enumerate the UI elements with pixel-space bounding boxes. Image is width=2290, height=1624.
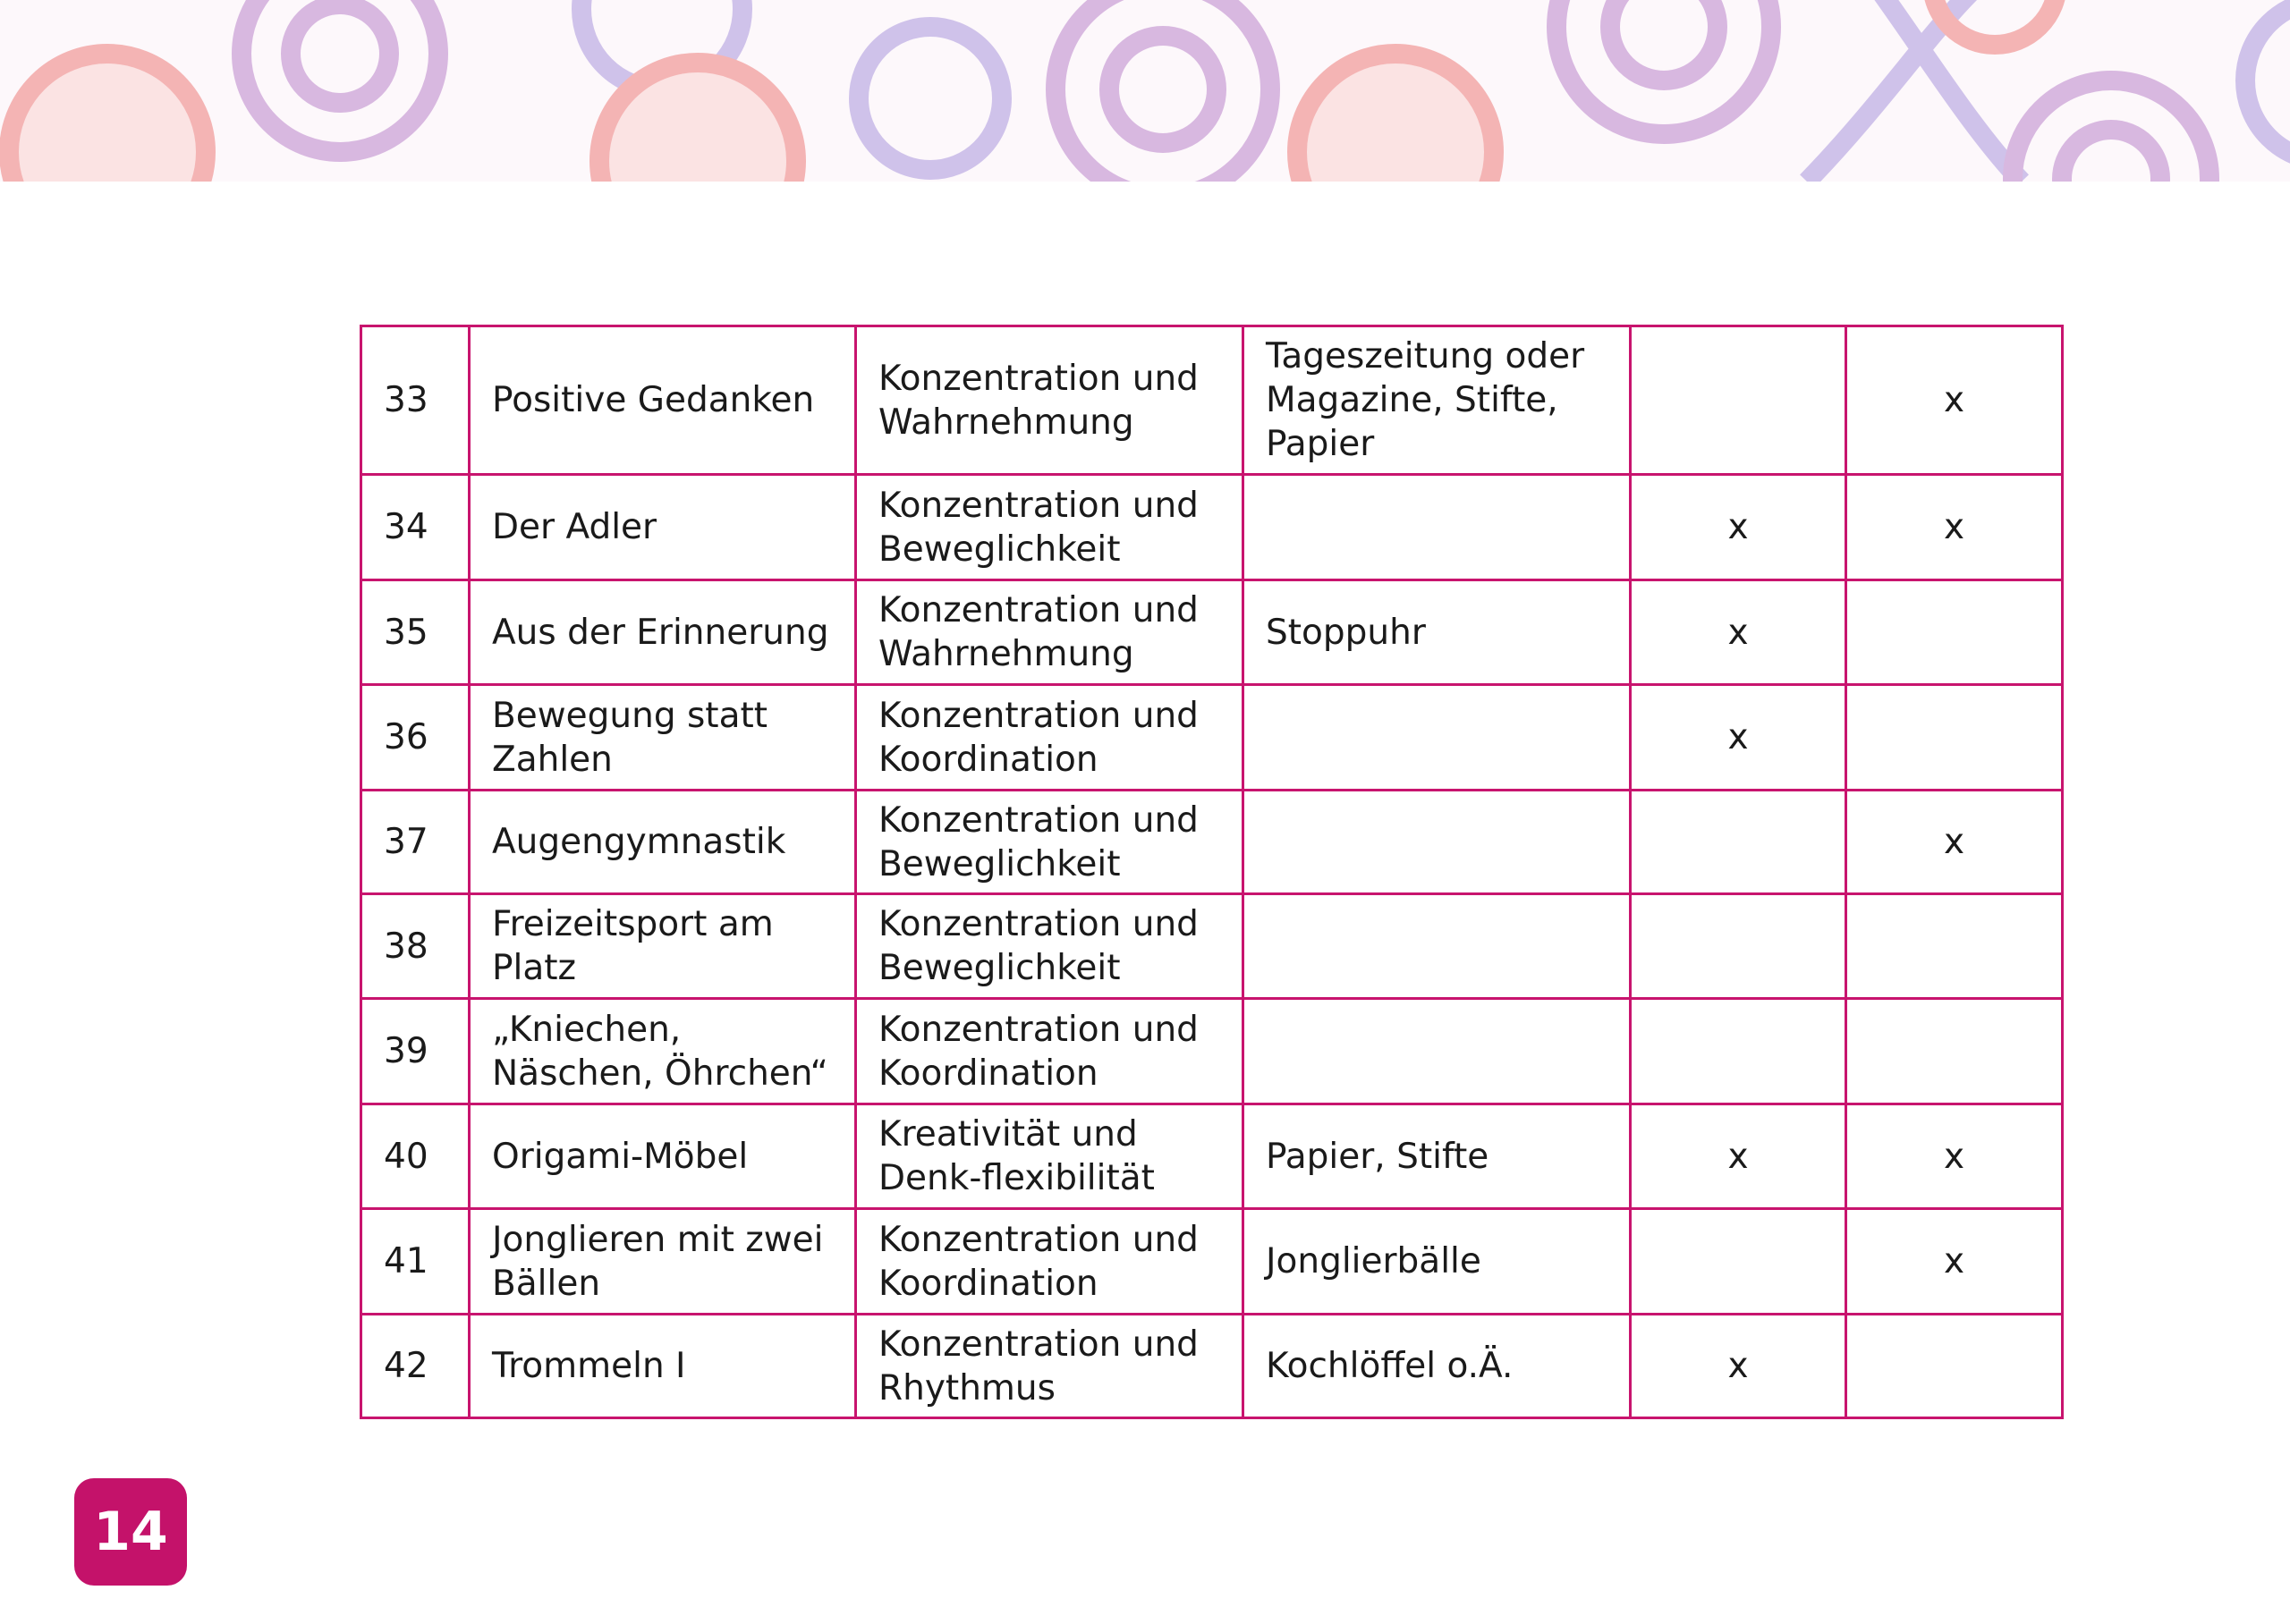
exercise-title: Aus der Erinnerung: [468, 579, 857, 686]
materials: Jonglierbälle: [1242, 1207, 1632, 1315]
materials: [1242, 683, 1632, 791]
materials: [1242, 473, 1632, 581]
table-row: 34 Der Adler Konzentration und Beweglichke…: [360, 473, 2064, 581]
mark-column-5: [1629, 997, 1847, 1105]
focus-area: Konzentration und Wahrnehmung: [854, 579, 1244, 686]
mark-column-5: [1629, 1207, 1847, 1315]
exercise-title: Trommeln I: [468, 1313, 857, 1419]
table-row: 38 Freizeitsport am Platz Konzentration un…: [360, 892, 2064, 1000]
focus-area: Kreativität und Denk-flexibilität: [854, 1103, 1244, 1210]
mark-column-6: x: [1845, 473, 2064, 581]
focus-area: Konzentration und Koordination: [854, 1207, 1244, 1315]
exercise-title: Der Adler: [468, 473, 857, 581]
mark-column-6: x: [1845, 789, 2064, 895]
mark-column-5: x: [1629, 683, 1847, 791]
exercise-title: Freizeitsport am Platz: [468, 892, 857, 1000]
row-number: 35: [360, 579, 471, 686]
focus-area: Konzentration und Koordination: [854, 683, 1244, 791]
exercise-title: „Kniechen, Näschen, Öhrchen“: [468, 997, 857, 1105]
table-row: 39 „Kniechen, Näschen, Öhrchen“ Konzentrat…: [360, 997, 2064, 1105]
mark-column-6: [1845, 1313, 2064, 1419]
mark-column-5: [1629, 325, 1847, 476]
exercise-title: Bewegung statt Zahlen: [468, 683, 857, 791]
table-row: 36 Bewegung statt Zahlen Konzentration und…: [360, 683, 2064, 791]
materials: [1242, 789, 1632, 895]
row-number: 41: [360, 1207, 471, 1315]
mark-column-6: [1845, 892, 2064, 1000]
exercise-title: Origami-Möbel: [468, 1103, 857, 1210]
materials: [1242, 997, 1632, 1105]
mark-column-6: x: [1845, 1207, 2064, 1315]
exercise-table: 33 Positive Gedanken Konzentration und Wah…: [360, 325, 2064, 1419]
table-row: 40 Origami-Möbel Kreativität und Denk-flex…: [360, 1103, 2064, 1210]
mark-column-6: x: [1845, 325, 2064, 476]
focus-area: Konzentration und Wahrnehmung: [854, 325, 1244, 476]
mark-column-6: [1845, 997, 2064, 1105]
table-row: 41 Jonglieren mit zwei Bällen Konzentratio…: [360, 1207, 2064, 1315]
mark-column-6: [1845, 683, 2064, 791]
materials: Tageszeitung oder Magazine, Stifte, Papi…: [1242, 325, 1632, 476]
table-row: 35 Aus der Erinnerung Konzentration und Wa…: [360, 579, 2064, 686]
exercise-title: Augengymnastik: [468, 789, 857, 895]
mark-column-6: x: [1845, 1103, 2064, 1210]
mark-column-5: [1629, 789, 1847, 895]
mark-column-6: [1845, 579, 2064, 686]
focus-area: Konzentration und Beweglichkeit: [854, 892, 1244, 1000]
table-row: 42 Trommeln I Konzentration und Rhythmus Ko…: [360, 1313, 2064, 1419]
focus-area: Konzentration und Koordination: [854, 997, 1244, 1105]
page-number: 14: [74, 1478, 187, 1586]
mark-column-5: x: [1629, 473, 1847, 581]
row-number: 39: [360, 997, 471, 1105]
materials: Stoppuhr: [1242, 579, 1632, 686]
focus-area: Konzentration und Beweglichkeit: [854, 473, 1244, 581]
exercise-title: Jonglieren mit zwei Bällen: [468, 1207, 857, 1315]
mark-column-5: x: [1629, 1313, 1847, 1419]
focus-area: Konzentration und Rhythmus: [854, 1313, 1244, 1419]
table-row: 37 Augengymnastik Konzentration und Bewegl…: [360, 789, 2064, 895]
row-number: 37: [360, 789, 471, 895]
mark-column-5: x: [1629, 579, 1847, 686]
mark-column-5: [1629, 892, 1847, 1000]
pattern-illustration: [0, 0, 2290, 182]
materials: Papier, Stifte: [1242, 1103, 1632, 1210]
decorative-pattern-banner: [0, 0, 2290, 182]
exercise-title: Positive Gedanken: [468, 325, 857, 476]
materials: Kochlöffel o.Ä.: [1242, 1313, 1632, 1419]
row-number: 36: [360, 683, 471, 791]
table-row: 33 Positive Gedanken Konzentration und Wah…: [360, 325, 2064, 476]
row-number: 38: [360, 892, 471, 1000]
row-number: 34: [360, 473, 471, 581]
focus-area: Konzentration und Beweglichkeit: [854, 789, 1244, 895]
mark-column-5: x: [1629, 1103, 1847, 1210]
row-number: 40: [360, 1103, 471, 1210]
row-number: 33: [360, 325, 471, 476]
materials: [1242, 892, 1632, 1000]
row-number: 42: [360, 1313, 471, 1419]
